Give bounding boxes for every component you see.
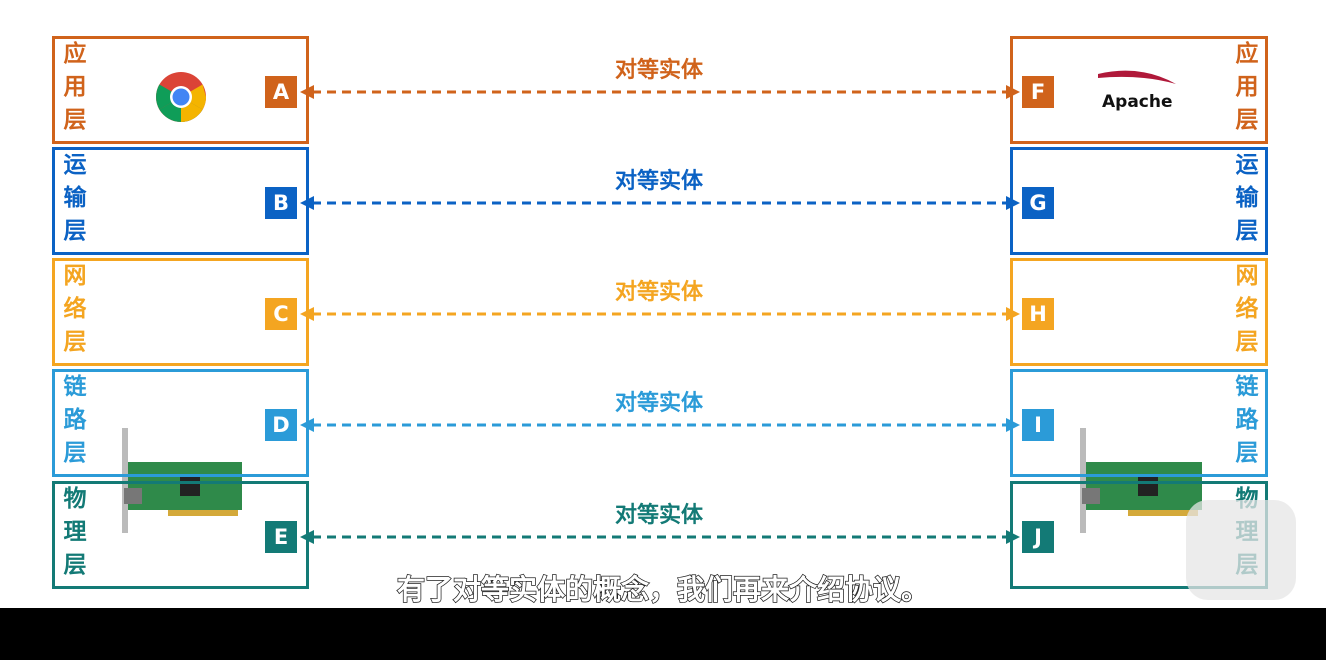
layer-label-right: 应用层 (1231, 41, 1257, 140)
layer-box-left (52, 481, 309, 589)
arrow-head (1006, 307, 1020, 321)
peer-label: 对等实体 (614, 280, 703, 305)
layer-box-left (52, 147, 309, 255)
layer-box-right (1010, 258, 1268, 366)
layer-box-left (52, 36, 309, 144)
entity-left: D (265, 409, 297, 441)
play-button[interactable] (1186, 500, 1296, 600)
layer-box-left (52, 369, 309, 477)
entity-right: H (1022, 298, 1054, 330)
layer-box-right (1010, 147, 1268, 255)
arrows-layer (122, 70, 1202, 544)
entity-left: E (265, 521, 297, 553)
layer-box-right (1010, 36, 1268, 144)
layer-label-left: 应用层 (59, 41, 85, 140)
entity-right: G (1022, 187, 1054, 219)
entity-right: F (1022, 76, 1054, 108)
layer-box-left (52, 258, 309, 366)
entity-right: I (1022, 409, 1054, 441)
layer-label-left: 网络层 (59, 263, 85, 362)
entity-left: C (265, 298, 297, 330)
arrow-head (1006, 418, 1020, 432)
layer-label-left: 链路层 (59, 374, 85, 473)
entity-right: J (1022, 521, 1054, 553)
layer-label-left: 运输层 (59, 152, 85, 251)
arrow-head (1006, 85, 1020, 99)
entity-left: B (265, 187, 297, 219)
entity-left: A (265, 76, 297, 108)
peer-label: 对等实体 (614, 169, 703, 194)
nic-right (1080, 428, 1202, 533)
video-bar (0, 608, 1326, 660)
layer-box-right (1010, 369, 1268, 477)
peer-label: 对等实体 (614, 503, 703, 528)
peer-label: 对等实体 (614, 391, 703, 416)
apache-feather (1098, 70, 1176, 84)
peer-label: 对等实体 (614, 58, 703, 83)
arrow-head (1006, 530, 1020, 544)
layer-label-right: 运输层 (1231, 152, 1257, 251)
chrome-icon (156, 72, 206, 122)
layer-label-left: 物理层 (59, 486, 85, 585)
layer-label-right: 链路层 (1231, 374, 1257, 473)
layer-label-right: 网络层 (1231, 263, 1257, 362)
apache-logo: Apache (1102, 92, 1173, 112)
arrow-head (1006, 196, 1020, 210)
subtitle: 有了对等实体的概念，我们再来介绍协议。 (396, 572, 930, 607)
